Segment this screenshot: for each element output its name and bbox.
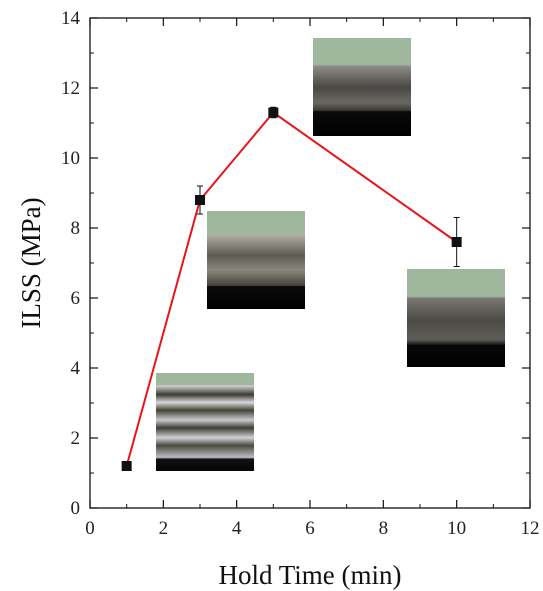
axis-ticks [89, 17, 531, 509]
data-point [195, 195, 205, 205]
data-point [451, 237, 462, 247]
x-tick-label: 12 [521, 518, 540, 539]
inset-micrographs [156, 38, 505, 471]
x-tick-label: 8 [379, 518, 389, 539]
axis-tick-labels: 0 2 4 6 8 10 12 0 2 4 6 8 10 12 14 [61, 8, 540, 539]
y-tick-label: 6 [71, 288, 81, 309]
y-tick-label: 12 [61, 78, 80, 99]
x-tick-label: 0 [85, 518, 95, 539]
y-tick-label: 14 [61, 8, 81, 29]
data-point [268, 107, 279, 118]
x-tick-label: 4 [232, 518, 242, 539]
x-tick-label: 10 [447, 518, 466, 539]
inset-micrograph-1min [156, 373, 254, 471]
x-tick-label: 6 [305, 518, 315, 539]
ilss-series [121, 106, 462, 471]
data-point [121, 461, 132, 471]
y-tick-label: 8 [71, 218, 81, 239]
x-tick-label: 2 [159, 518, 169, 539]
series-line [125, 111, 458, 467]
inset-micrograph-3min [207, 211, 305, 309]
y-tick-label: 2 [71, 428, 81, 449]
y-tick-label: 0 [71, 498, 81, 519]
x-axis-title: Hold Time (min) [218, 560, 401, 590]
y-axis-title: ILSS (MPa) [16, 197, 46, 328]
inset-micrograph-5min [313, 38, 411, 136]
y-tick-label: 10 [61, 148, 80, 169]
y-tick-label: 4 [71, 358, 81, 379]
inset-micrograph-10min [407, 269, 505, 367]
